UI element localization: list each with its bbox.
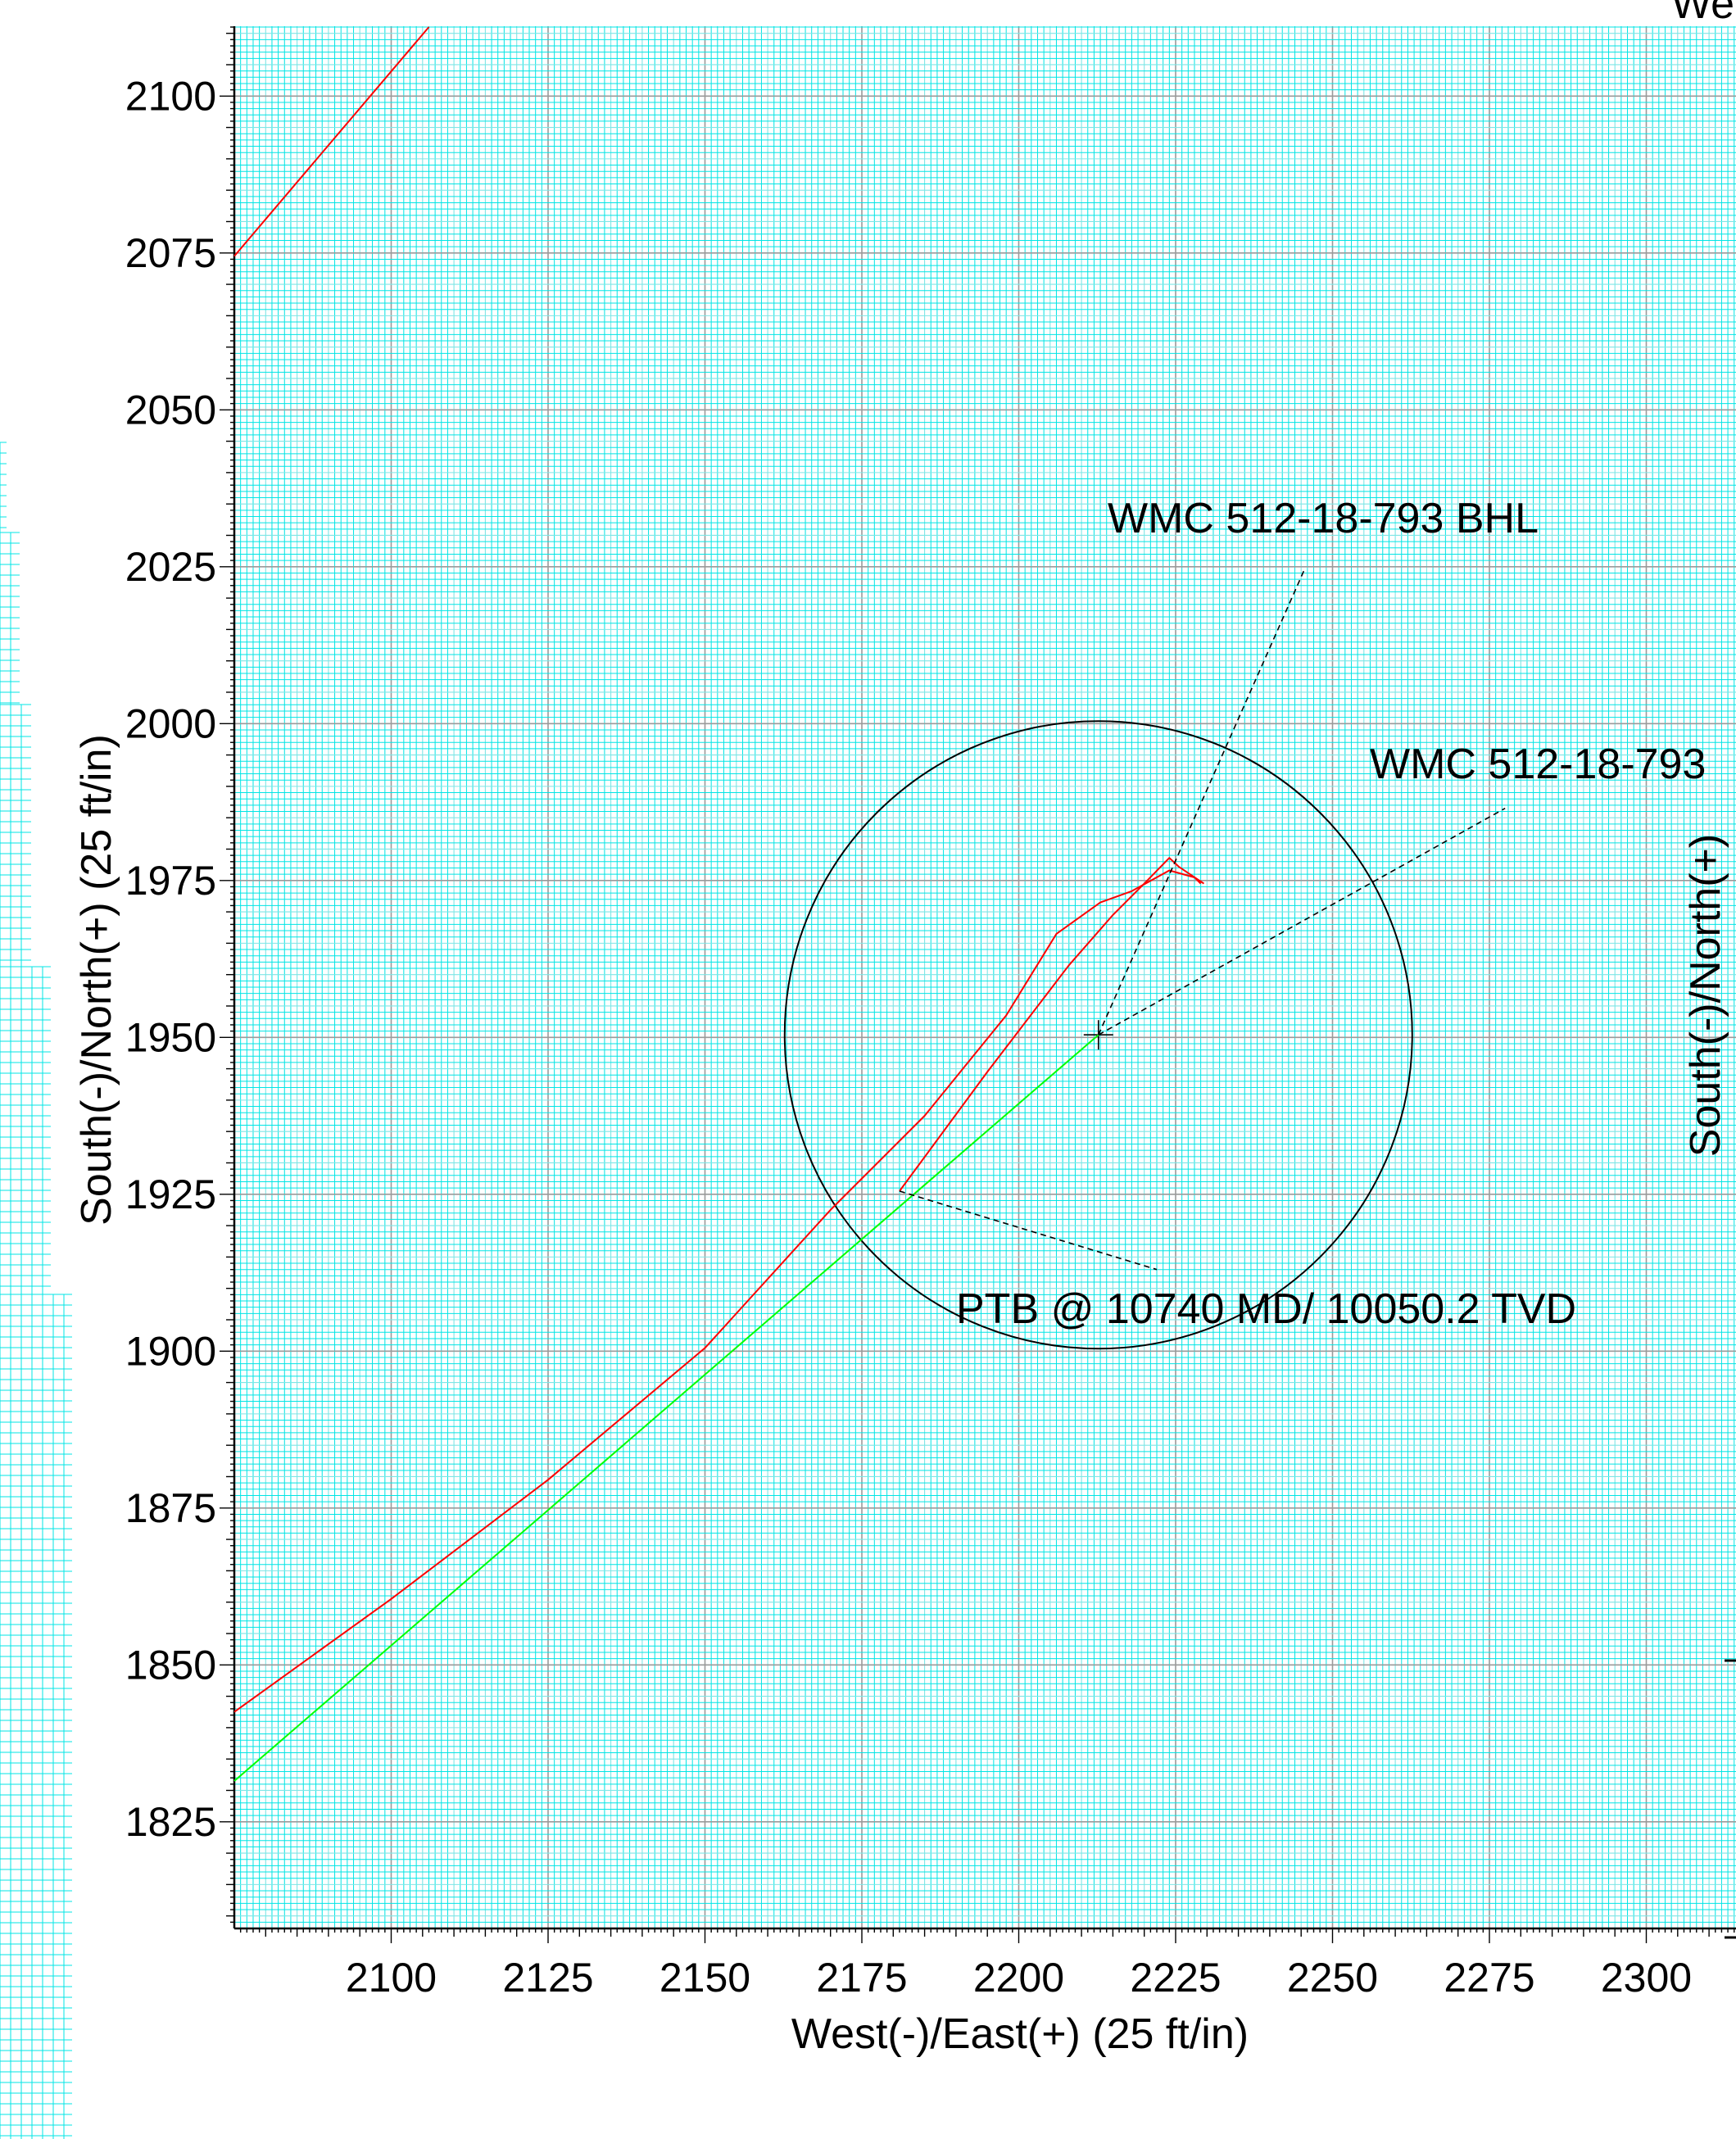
x-tick-label-2250: 2250 [1287,1955,1378,2001]
annotation-label-2: PTB @ 10740 MD/ 10050.2 TVD [956,1285,1576,1333]
series-line-0 [233,869,1202,1713]
y-tick-label-1900: 1900 [125,1328,216,1374]
y-tick-label-1875: 1875 [125,1485,216,1531]
y-tick-label-1975: 1975 [125,858,216,904]
y-tick-label-2000: 2000 [125,700,216,746]
right-y-axis-label: South(-)/North(+) [1682,834,1729,1157]
annotation-labels: WMC 512-18-793 BHL WMC 512-18-793 PTB @ 10… [956,495,1706,1333]
series-line-1 [233,1034,1099,1782]
y-tick-label-1950: 1950 [125,1014,216,1060]
y-tick-label-1825: 1825 [125,1799,216,1845]
y-tick-label-2025: 2025 [125,544,216,590]
grid [233,26,1736,1930]
y-tick-label-1850: 1850 [125,1642,216,1688]
x-tick-label-2225: 2225 [1130,1955,1221,2001]
x-tick-label-2150: 2150 [659,1955,750,2001]
y-tick-labels: 1825 1850 1875 1900 1925 1950 1975 2000 2025 2050… [125,73,216,1845]
axis-ticks [220,26,1736,1943]
x-tick-label-2125: 2125 [502,1955,593,2001]
x-tick-label-2200: 2200 [973,1955,1064,2001]
leader-lines [899,569,1506,1271]
y-tick-label-2050: 2050 [125,387,216,433]
y-tick-label-1925: 1925 [125,1171,216,1217]
x-tick-label-2275: 2275 [1444,1955,1534,2001]
leader-line-2 [899,1190,1158,1271]
top-right-partial-label: We [1671,0,1734,28]
x-tick-label-2300: 2300 [1601,1955,1692,2001]
series-line-3 [899,857,1205,1192]
x-tick-labels: 2100 2125 2150 2175 2200 2225 2250 2275 2300 [346,1955,1692,2001]
series-group [233,26,1205,1782]
x-axis-label: West(-)/East(+) (25 ft/in) [791,2010,1249,2058]
annotation-label-1: WMC 512-18-793 [1370,741,1706,788]
leader-line-1 [1098,807,1506,1036]
x-tick-label-2100: 2100 [346,1955,437,2001]
y-tick-label-2100: 2100 [125,73,216,119]
target-circle [783,720,1413,1350]
series-line-2 [233,26,430,257]
y-axis-label: South(-)/North(+) (25 ft/in) [73,734,120,1226]
left-strip-grid [0,442,72,2139]
x-tick-label-2175: 2175 [816,1955,907,2001]
annotation-label-0: WMC 512-18-793 BHL [1108,495,1539,542]
y-tick-label-2075: 2075 [125,230,216,276]
leader-line-0 [1098,569,1305,1036]
